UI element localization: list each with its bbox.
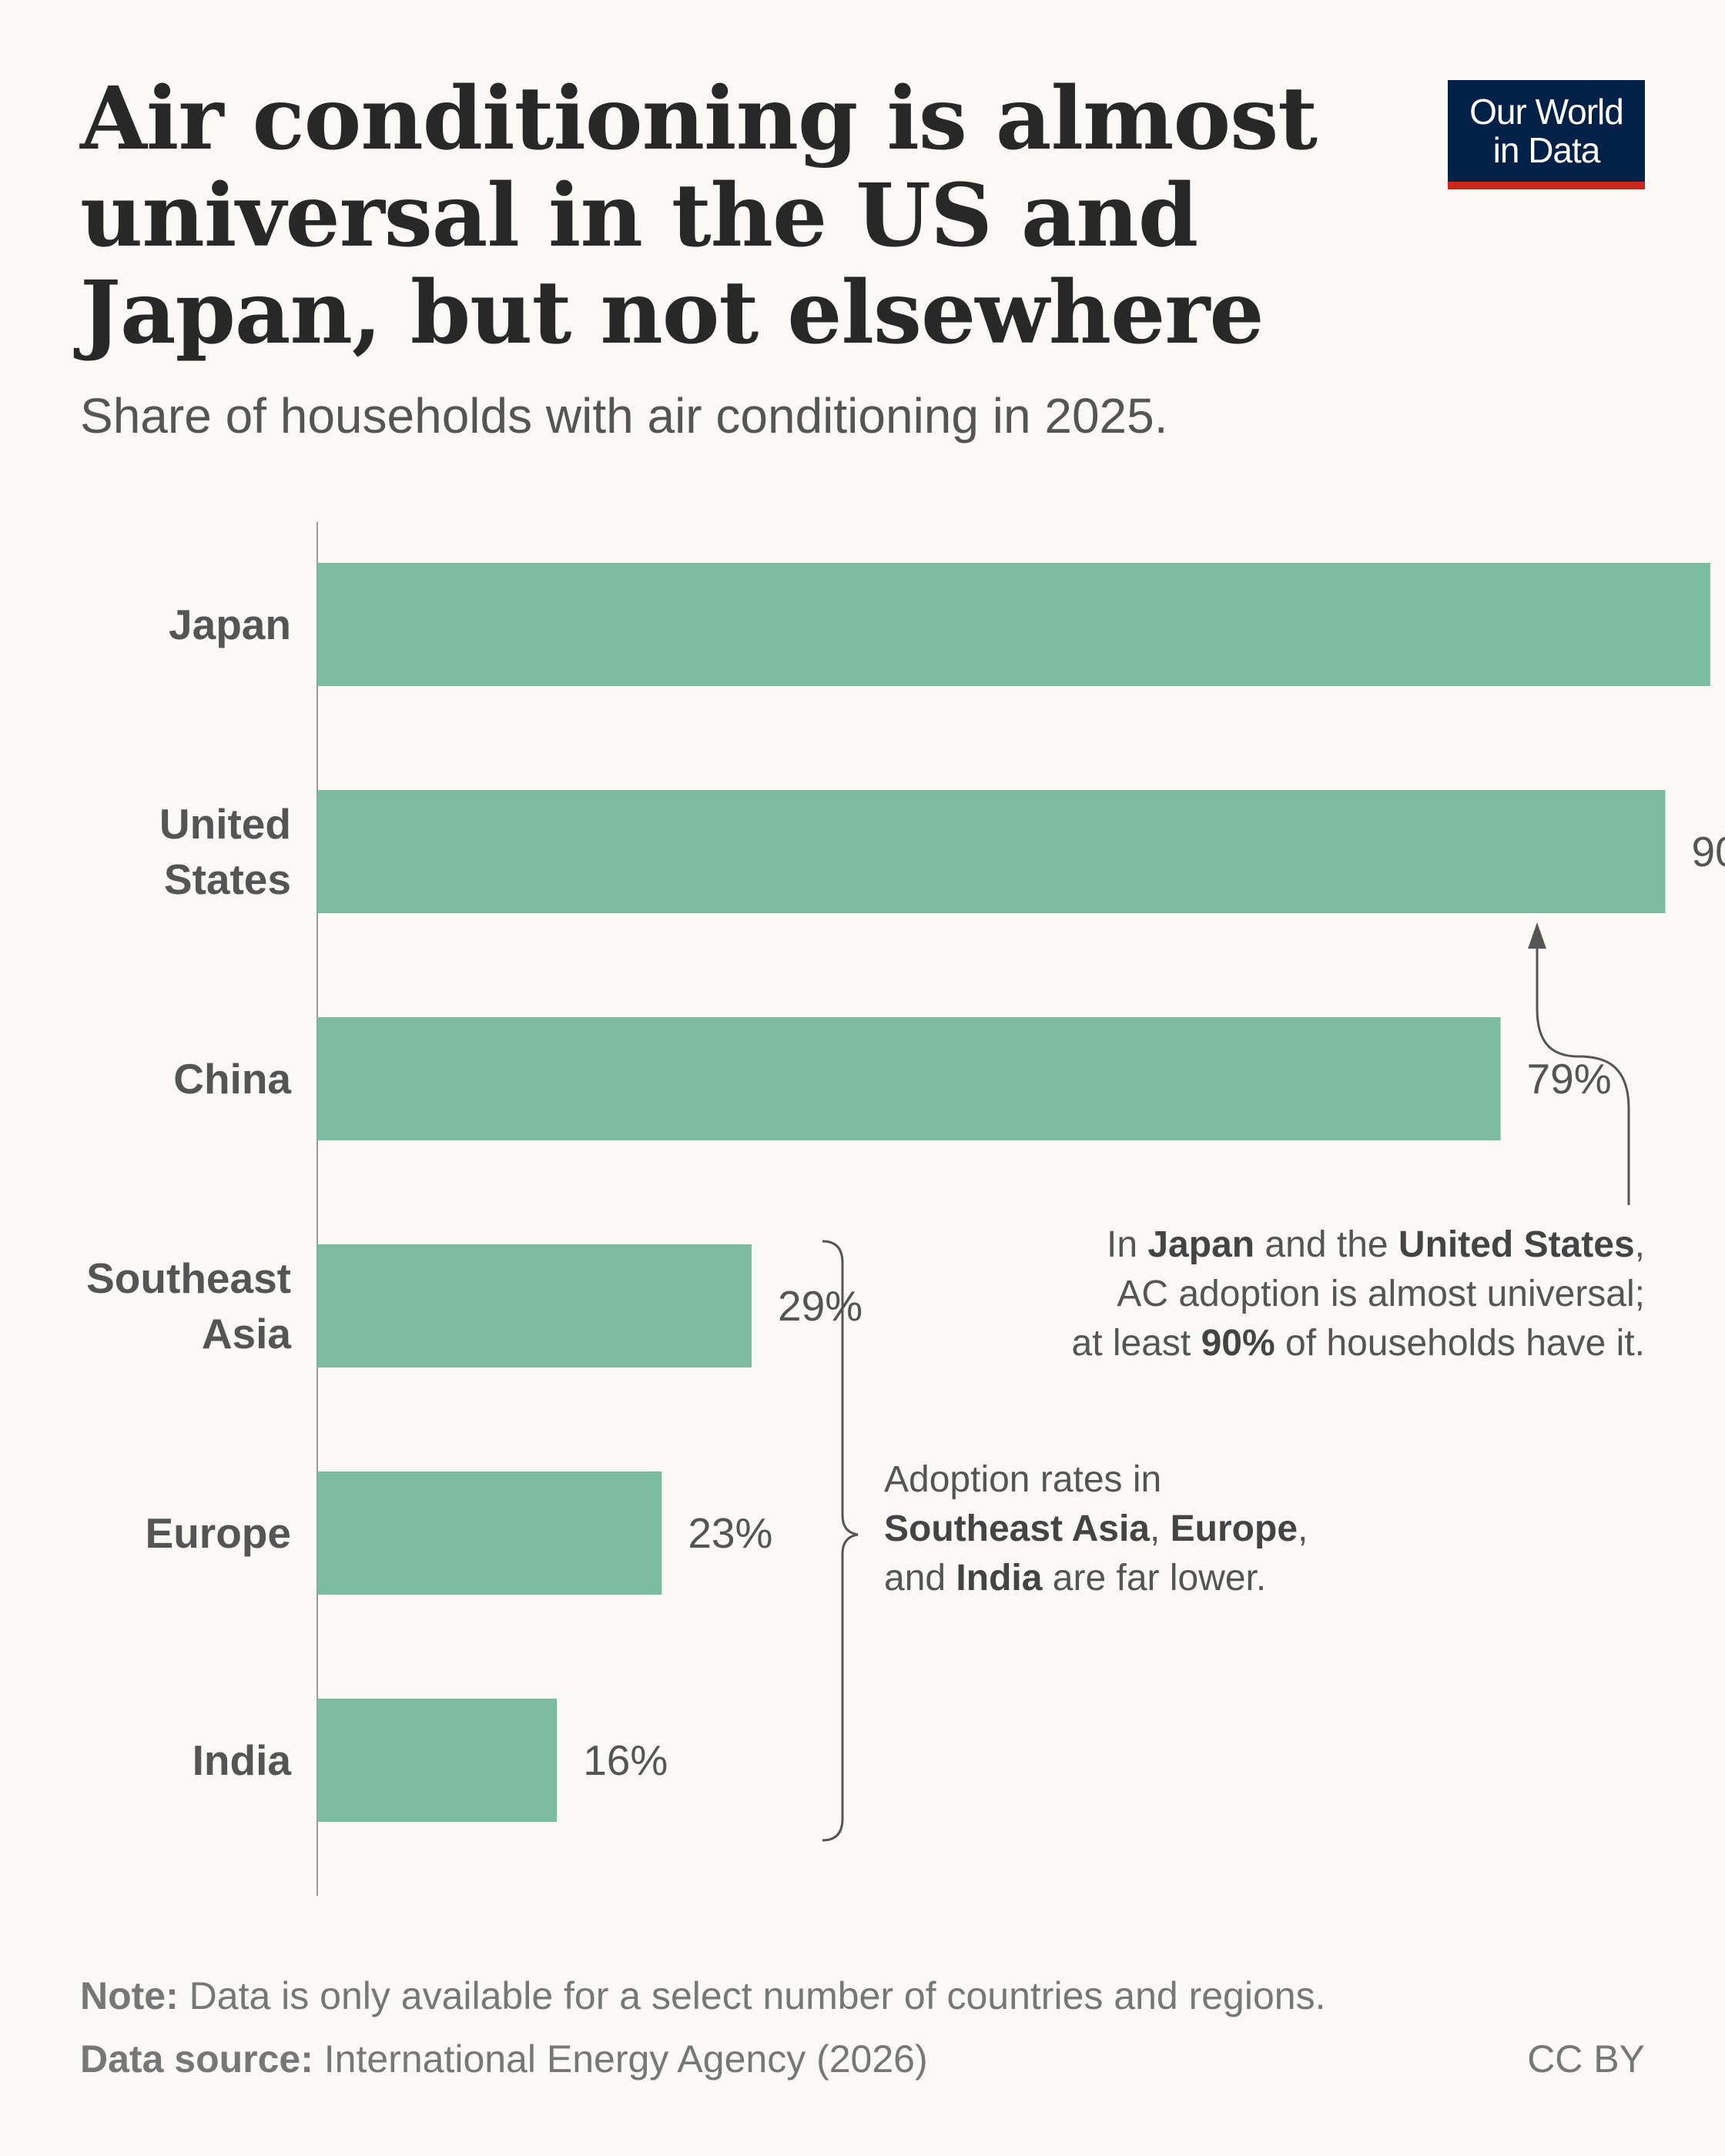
bar-china[interactable] [317, 1017, 1501, 1140]
value-label-europe: 23% [688, 1509, 772, 1557]
value-labels: 93%90%79%29%23%16% [583, 828, 1725, 1784]
annotation-arrow-line [1536, 939, 1630, 1205]
chart-subtitle: Share of households with air conditionin… [80, 388, 1168, 444]
bar-japan[interactable] [317, 563, 1710, 686]
category-label-southeast-asia: Southeast Asia [86, 1254, 291, 1358]
license-link[interactable]: CC BY [1527, 2037, 1645, 2081]
category-label-india: India [193, 1736, 292, 1784]
value-label-united-states: 90% [1692, 828, 1725, 875]
footer-note: Note: Data is only available for a selec… [80, 1971, 1325, 2020]
value-label-southeast-asia: 29% [778, 1282, 862, 1330]
value-label-india: 16% [583, 1736, 668, 1784]
note-label: Note: [80, 1974, 179, 2017]
value-label-china: 79% [1527, 1055, 1612, 1103]
annotation-low-adoption: Adoption rates in Southeast Asia, Europe… [884, 1459, 1308, 1599]
bar-india[interactable] [317, 1699, 558, 1822]
bar-united-states[interactable] [317, 790, 1666, 913]
annotation-us-japan: In Japan and the United States, AC adopt… [1071, 1224, 1646, 1364]
annotation-bracket [822, 1240, 859, 1842]
logo-line-2: in Data [1492, 130, 1601, 170]
bar-europe[interactable] [317, 1471, 662, 1595]
note-text: Data is only available for a select numb… [178, 1974, 1326, 2017]
category-label-europe: Europe [146, 1509, 291, 1557]
annotation-arrow-head [1528, 922, 1546, 949]
chart-title: Air conditioning is almost universal in … [80, 69, 1318, 363]
category-label-china: China [173, 1055, 291, 1103]
footer-source: Data source: International Energy Agency… [80, 2034, 928, 2084]
owid-logo[interactable]: Our World in Data [1448, 80, 1645, 189]
bar-southeast-asia[interactable] [317, 1244, 752, 1368]
bar-group [317, 563, 1710, 1822]
source-text: International Energy Agency (2026) [313, 2037, 928, 2081]
category-label-united-states: United States [159, 800, 291, 903]
logo-line-1: Our World [1469, 92, 1624, 132]
category-label-japan: Japan [169, 601, 291, 648]
source-label: Data source: [80, 2037, 313, 2081]
category-labels: Japan United States China Southeast Asia Europ… [86, 601, 291, 1784]
